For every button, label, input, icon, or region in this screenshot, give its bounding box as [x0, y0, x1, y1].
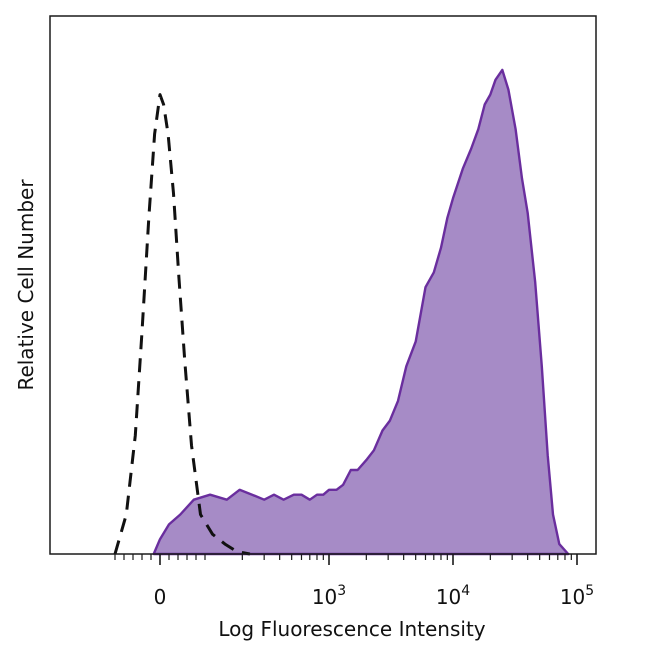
series-dashed-control: [113, 93, 251, 556]
x-axis-label: Log Fluorescence Intensity: [218, 617, 485, 641]
series-filled-histogram: [152, 68, 570, 556]
x-major-ticks: [159, 554, 578, 565]
x-tick-label: 104: [436, 583, 470, 609]
x-tick-labels: 0 103 104 105: [154, 583, 595, 609]
plot-series: [113, 68, 570, 556]
y-axis-label: Relative Cell Number: [14, 179, 38, 391]
x-tick-label: 103: [312, 583, 346, 609]
x-tick-label: 0: [154, 585, 167, 609]
x-minor-ticks: [114, 554, 572, 560]
x-tick-label: 105: [560, 583, 594, 609]
